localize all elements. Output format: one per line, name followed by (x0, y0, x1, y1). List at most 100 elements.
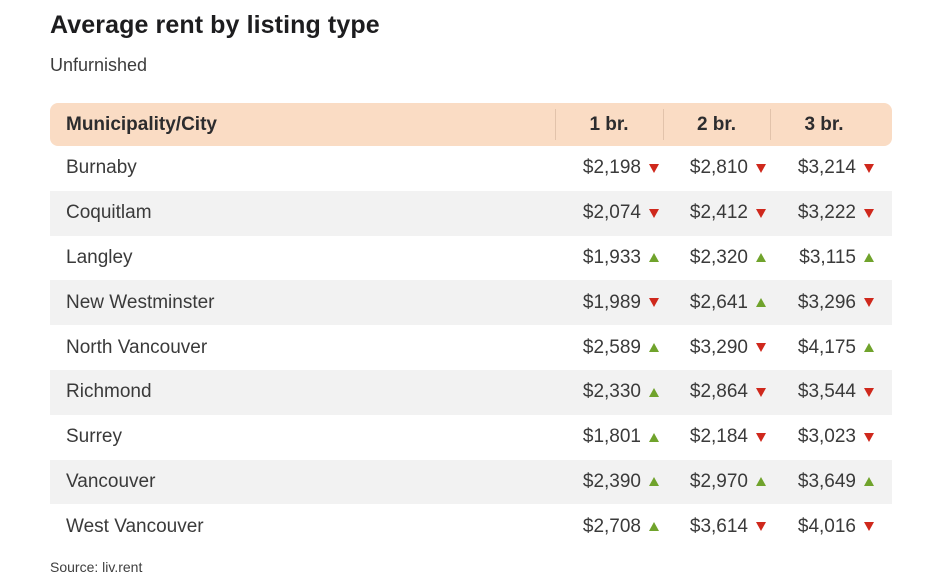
city-name: New Westminster (66, 291, 215, 313)
trend-down-icon (864, 163, 874, 173)
rent-cell-1br: $1,989 (555, 292, 663, 314)
trend-up-icon (864, 253, 874, 263)
trend-up-icon (756, 253, 766, 263)
rent-value: $3,214 (797, 157, 856, 179)
column-header-3br: 3 br. (770, 103, 892, 146)
page-title: Average rent by listing type (50, 11, 380, 39)
trend-down-icon (864, 298, 874, 308)
rent-value: $2,589 (582, 336, 641, 358)
trend-down-icon (756, 387, 766, 397)
rent-cell-1br: $2,589 (555, 337, 663, 359)
rent-cell-2br: $3,290 (663, 337, 770, 359)
table-row: Burnaby $2,198 $2,810 $3,214 (50, 146, 892, 191)
rent-value: $2,320 (689, 246, 748, 268)
source-note: Source: liv.rent (50, 559, 143, 576)
trend-up-icon (864, 477, 874, 487)
column-header-1br: 1 br. (555, 103, 663, 146)
rent-value: $2,970 (689, 470, 748, 492)
trend-down-icon (864, 208, 874, 218)
city-name: Langley (66, 246, 133, 268)
rent-value: $2,390 (582, 470, 641, 492)
table-row: Coquitlam $2,074 $2,412 $3,222 (50, 190, 892, 236)
rent-cell-1br: $2,708 (555, 516, 663, 538)
rent-value: $2,330 (582, 381, 641, 403)
rent-cell-3br: $3,115 (770, 247, 892, 269)
trend-down-icon (756, 432, 766, 442)
rent-cell-3br: $4,175 (770, 337, 892, 359)
rent-cell-1br: $2,198 (555, 157, 663, 179)
trend-down-icon (756, 208, 766, 218)
rent-cell-1br: $1,801 (555, 426, 663, 448)
rent-value: $3,614 (689, 515, 748, 537)
rent-value: $2,864 (689, 381, 748, 403)
city-name: Surrey (66, 426, 122, 448)
table-row: Surrey $1,801 $2,184 $3,023 (50, 415, 892, 460)
rent-cell-2br: $2,320 (663, 247, 770, 269)
table-row: Langley $1,933 $2,320 $3,115 (50, 236, 892, 281)
city-name: Vancouver (66, 470, 156, 492)
rent-value: $2,198 (582, 157, 641, 179)
trend-up-icon (649, 432, 659, 442)
table-row: New Westminster $1,989 $2,641 $3,296 (50, 280, 892, 326)
rent-value: $3,290 (689, 336, 748, 358)
trend-down-icon (756, 163, 766, 173)
rent-value: $4,175 (797, 336, 856, 358)
rent-cell-1br: $1,933 (555, 247, 663, 269)
rent-table: Municipality/City 1 br. 2 br. 3 br. Burn… (50, 103, 892, 549)
rent-cell-2br: $2,810 (663, 157, 770, 179)
trend-up-icon (649, 343, 659, 353)
page-subtitle: Unfurnished (50, 55, 148, 75)
rent-cell-1br: $2,330 (555, 381, 663, 403)
trend-up-icon (649, 387, 659, 397)
rent-cell-2br: $2,184 (663, 426, 770, 448)
rent-cell-1br: $2,074 (555, 202, 663, 224)
rent-cell-3br: $3,296 (770, 292, 892, 314)
rent-value: $1,933 (582, 246, 641, 268)
table-row: Vancouver $2,390 $2,970 $3,649 (50, 459, 892, 505)
rent-value: $3,296 (797, 291, 856, 313)
trend-down-icon (864, 432, 874, 442)
rent-value: $3,222 (797, 202, 856, 224)
rent-cell-3br: $3,214 (770, 157, 892, 179)
rent-value: $3,023 (797, 426, 856, 448)
rent-value: $3,544 (797, 381, 856, 403)
rent-cell-3br: $3,649 (770, 471, 892, 493)
city-name: Burnaby (66, 157, 137, 179)
rent-value: $2,810 (689, 157, 748, 179)
rent-value: $3,649 (797, 470, 856, 492)
trend-down-icon (756, 522, 766, 532)
trend-down-icon (649, 208, 659, 218)
trend-up-icon (649, 522, 659, 532)
table-header-row: Municipality/City 1 br. 2 br. 3 br. (50, 103, 892, 146)
rent-value: $2,074 (582, 202, 641, 224)
city-name: West Vancouver (66, 515, 204, 537)
rent-value: $1,989 (582, 291, 641, 313)
table-row: Richmond $2,330 $2,864 $3,544 (50, 369, 892, 415)
rent-value: $1,801 (582, 426, 641, 448)
city-name: Richmond (66, 381, 152, 403)
rent-cell-2br: $2,412 (663, 202, 770, 224)
trend-down-icon (864, 522, 874, 532)
rent-cell-3br: $4,016 (770, 516, 892, 538)
trend-down-icon (649, 163, 659, 173)
rent-cell-2br: $2,641 (663, 292, 770, 314)
city-name: North Vancouver (66, 336, 208, 358)
trend-up-icon (649, 253, 659, 263)
rent-value: $3,115 (799, 246, 856, 268)
trend-down-icon (649, 298, 659, 308)
trend-up-icon (756, 298, 766, 308)
rent-cell-1br: $2,390 (555, 471, 663, 493)
city-name: Coquitlam (66, 202, 152, 224)
table-body: Burnaby $2,198 $2,810 $3,214 Coquitlam $… (50, 146, 892, 549)
rent-cell-3br: $3,222 (770, 202, 892, 224)
column-header-municipality: Municipality/City (66, 113, 217, 135)
rent-value: $2,641 (689, 291, 748, 313)
table-row: West Vancouver $2,708 $3,614 $4,016 (50, 504, 892, 549)
rent-value: $2,184 (689, 426, 748, 448)
trend-down-icon (864, 387, 874, 397)
rent-cell-2br: $2,970 (663, 471, 770, 493)
rent-value: $2,708 (582, 515, 641, 537)
table-row: North Vancouver $2,589 $3,290 $4,175 (50, 325, 892, 370)
trend-down-icon (756, 343, 766, 353)
